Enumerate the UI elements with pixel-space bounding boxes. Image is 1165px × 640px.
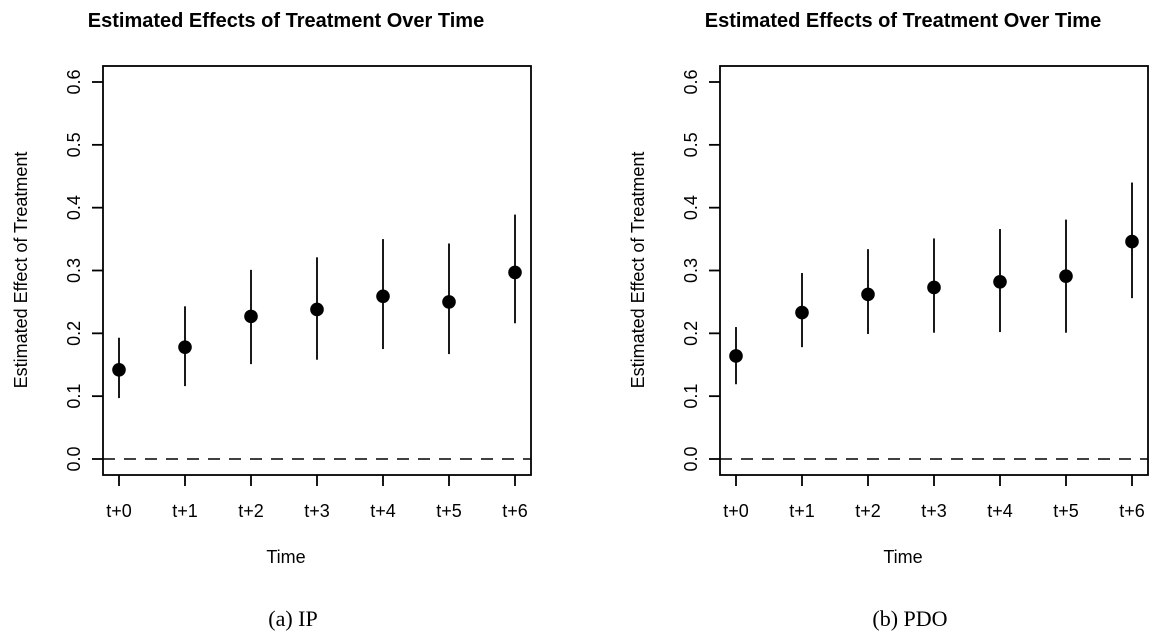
- chart-title: Estimated Effects of Treatment Over Time: [88, 10, 484, 32]
- x-tick-label: t+0: [723, 501, 749, 521]
- caption-b: (b) PDO: [872, 606, 948, 631]
- data-point: [861, 287, 875, 302]
- caption-a: (a) IP: [268, 606, 318, 631]
- y-tick-label: 0.3: [64, 258, 84, 283]
- y-axis-label: Estimated Effect of Treatment: [11, 152, 31, 389]
- x-tick-label: t+4: [987, 501, 1013, 521]
- x-tick-label: t+6: [1119, 501, 1145, 521]
- plot-frame: [719, 65, 1149, 476]
- y-tick-label: 0.6: [681, 69, 701, 94]
- y-tick-label: 0.4: [681, 195, 701, 220]
- x-tick-label: t+5: [436, 501, 462, 521]
- y-tick-label: 0.0: [64, 446, 84, 471]
- data-point: [376, 289, 390, 304]
- x-axis-label: Time: [883, 547, 922, 567]
- data-point: [112, 362, 126, 377]
- y-tick-label: 0.0: [681, 446, 701, 471]
- data-point: [927, 280, 941, 295]
- y-tick-label: 0.2: [681, 321, 701, 346]
- y-tick-label: 0.4: [64, 195, 84, 220]
- plot-frame: [102, 65, 532, 476]
- data-point: [795, 305, 809, 320]
- y-axis-label: Estimated Effect of Treatment: [628, 152, 648, 389]
- data-point: [244, 309, 258, 324]
- x-tick-label: t+4: [370, 501, 396, 521]
- chart-pdo: Estimated Effects of Treatment Over Time…: [628, 10, 1149, 567]
- x-axis-label: Time: [266, 547, 305, 567]
- x-tick-label: t+1: [172, 501, 198, 521]
- x-tick-label: t+6: [502, 501, 528, 521]
- x-tick-label: t+3: [304, 501, 330, 521]
- chart-ip: Estimated Effects of Treatment Over Time…: [11, 10, 532, 567]
- y-tick-label: 0.2: [64, 321, 84, 346]
- data-point: [508, 265, 522, 280]
- x-tick-label: t+3: [921, 501, 947, 521]
- chart-title: Estimated Effects of Treatment Over Time: [705, 10, 1101, 32]
- y-tick-label: 0.1: [681, 384, 701, 409]
- data-point: [1125, 234, 1139, 249]
- data-point: [310, 302, 324, 317]
- x-tick-label: t+2: [238, 501, 264, 521]
- data-point: [178, 340, 192, 354]
- y-tick-label: 0.3: [681, 258, 701, 283]
- data-point: [1059, 269, 1073, 283]
- y-tick-label: 0.1: [64, 384, 84, 409]
- y-tick-label: 0.5: [64, 132, 84, 157]
- x-tick-label: t+5: [1053, 501, 1079, 521]
- x-tick-label: t+0: [106, 501, 132, 521]
- y-tick-label: 0.5: [681, 132, 701, 157]
- data-point: [442, 295, 456, 309]
- data-point: [993, 275, 1007, 289]
- x-tick-label: t+1: [789, 501, 815, 521]
- y-tick-label: 0.6: [64, 69, 84, 94]
- data-point: [729, 349, 743, 363]
- x-tick-label: t+2: [855, 501, 881, 521]
